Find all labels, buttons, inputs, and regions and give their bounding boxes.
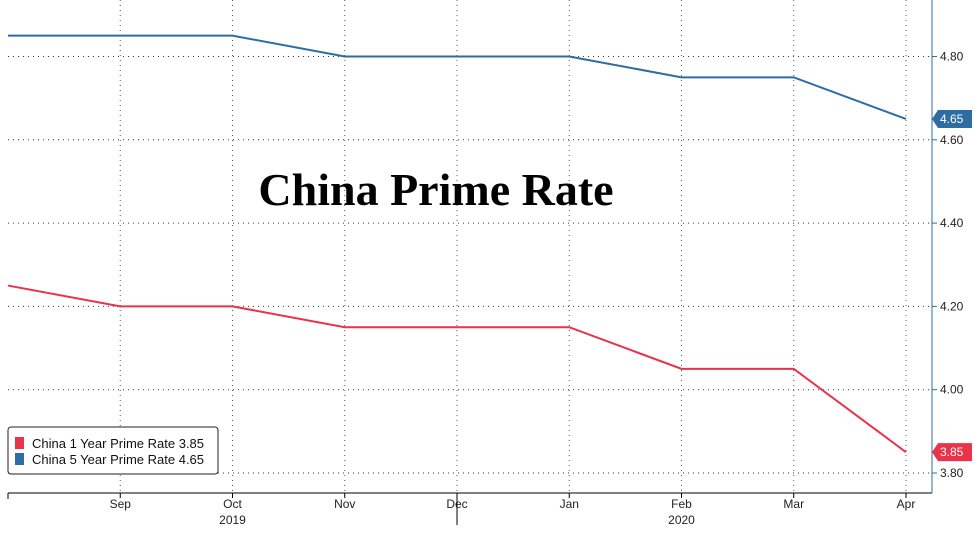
y-tick-label: 4.00 bbox=[940, 383, 964, 397]
series-line-1 bbox=[8, 34, 907, 120]
x-tick-label: Mar bbox=[783, 497, 804, 511]
x-tick-label: Nov bbox=[334, 497, 355, 511]
legend-swatch-5y bbox=[15, 453, 24, 465]
legend-swatch-1y bbox=[15, 437, 24, 449]
last-value-tags: 3.85 4.65 bbox=[932, 109, 972, 462]
gridlines bbox=[8, 0, 932, 493]
last-value-label: 4.65 bbox=[940, 112, 964, 126]
x-year-label: 2020 bbox=[668, 513, 695, 527]
last-value-tag bbox=[932, 443, 972, 462]
y-tick-label: 4.60 bbox=[940, 133, 964, 147]
x-year-label: 2019 bbox=[219, 513, 246, 527]
legend: China 1 Year Prime Rate 3.85 China 5 Yea… bbox=[7, 426, 219, 475]
legend-label-1y: China 1 Year Prime Rate 3.85 bbox=[32, 436, 204, 451]
y-tick-label: 4.80 bbox=[940, 50, 964, 64]
x-tick-label: Apr bbox=[897, 497, 916, 511]
x-tick-label: Oct bbox=[223, 497, 242, 511]
x-tick-label: Sep bbox=[110, 497, 132, 511]
last-value-tag bbox=[932, 109, 972, 128]
last-value-label: 3.85 bbox=[940, 445, 964, 459]
chart-title: China Prime Rate bbox=[258, 164, 613, 215]
x-tick-label: Feb bbox=[671, 497, 692, 511]
y-tick-label: 4.40 bbox=[940, 216, 964, 230]
y-tick-label: 3.80 bbox=[940, 466, 964, 480]
series-lines bbox=[7, 34, 907, 453]
legend-label-5y: China 5 Year Prime Rate 4.65 bbox=[32, 452, 204, 467]
x-tick-label: Jan bbox=[560, 497, 579, 511]
y-tick-label: 4.20 bbox=[940, 299, 964, 313]
